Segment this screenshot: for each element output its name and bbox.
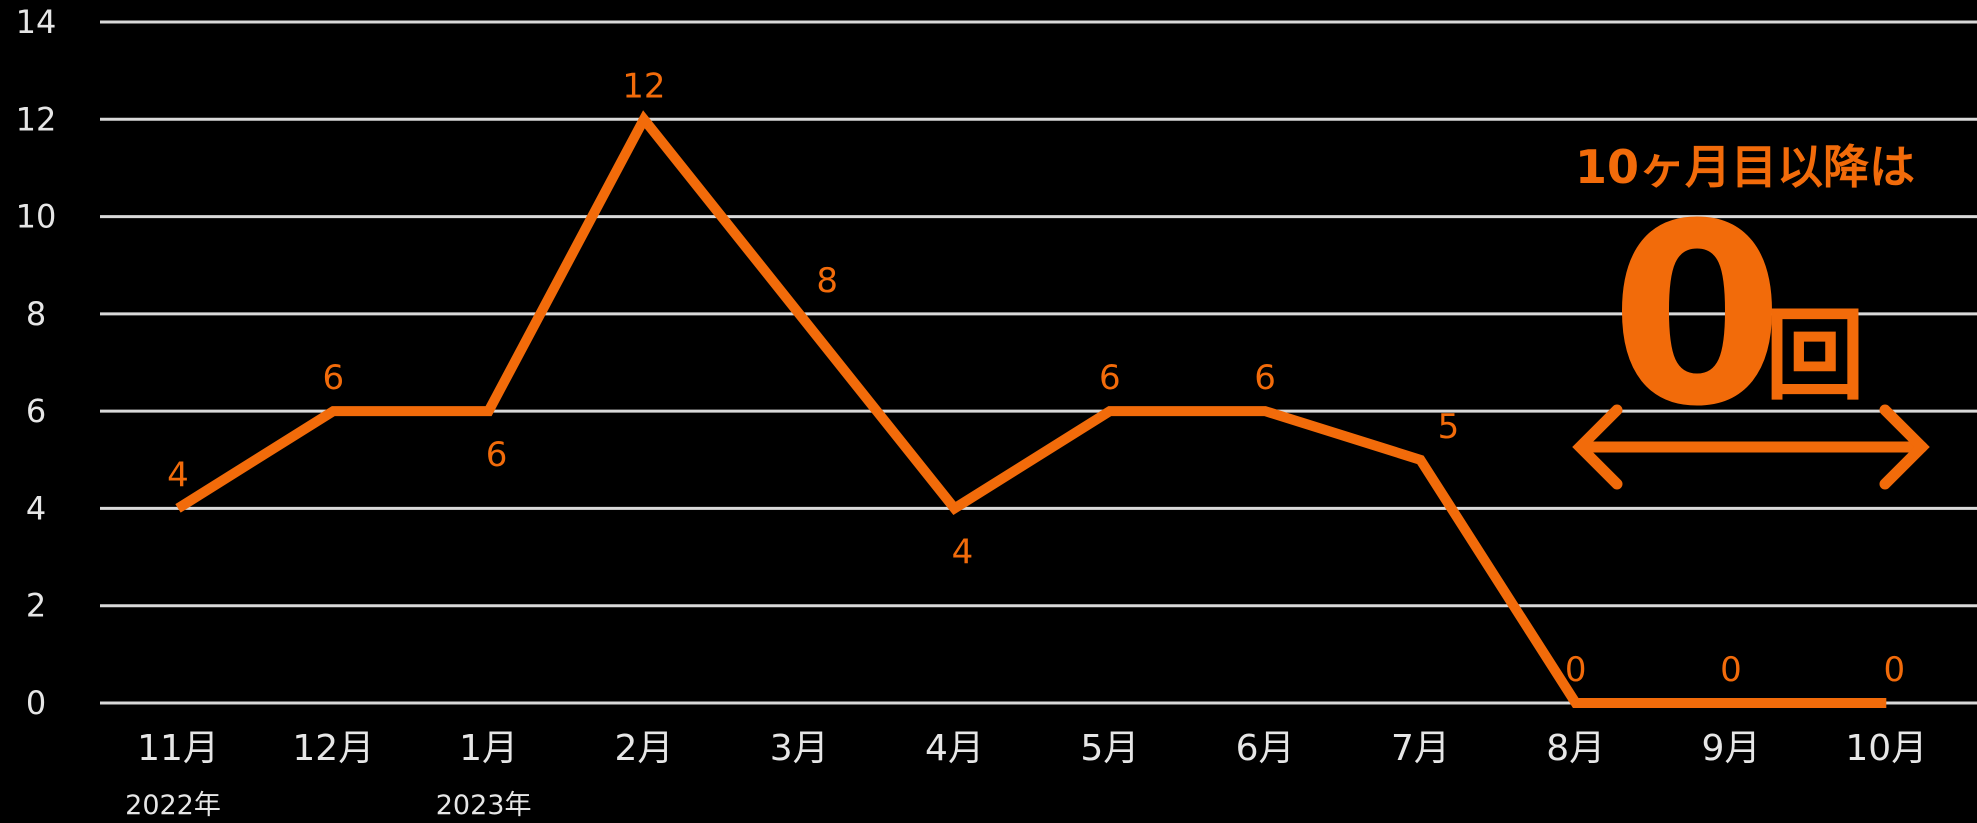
annotation-big-number: 0: [1610, 170, 1784, 461]
annotation-line1: 10ヶ月目以降は: [1575, 140, 1915, 194]
data-label: 6: [486, 435, 508, 475]
data-label: 4: [952, 532, 974, 572]
data-label: 0: [1720, 650, 1742, 690]
x-tick-label: 3月: [770, 728, 829, 769]
data-label: 0: [1883, 650, 1905, 690]
x-tick-label: 7月: [1391, 728, 1450, 769]
data-label: 5: [1438, 407, 1460, 447]
y-tick-label: 4: [26, 489, 46, 527]
data-label: 8: [816, 261, 838, 301]
data-label: 0: [1565, 650, 1587, 690]
y-tick-label: 8: [26, 295, 46, 333]
x-tick-label: 10月: [1845, 728, 1927, 769]
x-tick-label: 4月: [925, 728, 984, 769]
annotation: 10ヶ月目以降は 0 回: [1572, 140, 1930, 490]
x-tick-label: 1月: [459, 728, 518, 769]
data-label: 6: [1099, 358, 1121, 398]
year-label: 2023年: [436, 790, 532, 821]
y-tick-label: 0: [26, 684, 46, 722]
data-label: 6: [322, 358, 344, 398]
y-axis-ticks: 0 2 4 6 8 10 12 14: [16, 3, 57, 722]
y-tick-label: 12: [16, 100, 57, 138]
x-tick-label: 6月: [1236, 728, 1295, 769]
x-tick-label: 9月: [1702, 728, 1761, 769]
year-label: 2022年: [125, 790, 221, 821]
x-tick-label: 8月: [1546, 728, 1605, 769]
x-axis-ticks: 11月 12月 1月 2月 3月 4月 5月 6月 7月 8月 9月 10月 2022年 2023年: [125, 728, 1927, 821]
double-arrow-icon: [1572, 404, 1930, 490]
y-tick-label: 2: [26, 587, 46, 625]
y-tick-label: 14: [16, 3, 57, 41]
data-labels: 4 6 6 12 8 4 6 6 5 0 0 0: [167, 66, 1905, 690]
x-tick-label: 2月: [614, 728, 673, 769]
x-tick-label: 12月: [292, 728, 374, 769]
series-line: [175, 110, 1887, 708]
x-tick-label: 5月: [1080, 728, 1139, 769]
x-tick-label: 11月: [137, 728, 219, 769]
y-tick-label: 10: [16, 198, 57, 236]
data-label: 4: [167, 455, 189, 495]
y-tick-label: 6: [26, 392, 46, 430]
data-label: 6: [1254, 358, 1276, 398]
series: [175, 110, 1887, 708]
data-label: 12: [622, 66, 665, 106]
annotation-unit: 回: [1765, 297, 1865, 414]
